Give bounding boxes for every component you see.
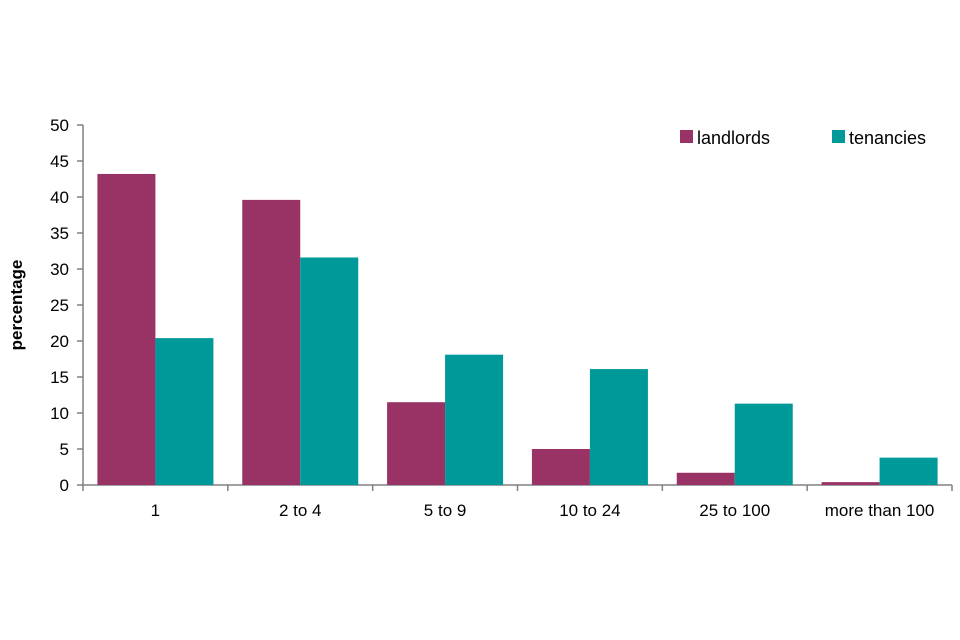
x-tick-label: 10 to 24	[559, 501, 620, 520]
bar-landlords	[676, 472, 735, 485]
y-tick-label: 25	[50, 296, 69, 315]
bar-tenancies	[734, 403, 793, 485]
y-tick-label: 50	[50, 116, 69, 135]
x-tick-label: more than 100	[825, 501, 935, 520]
y-tick-label: 40	[50, 188, 69, 207]
legend-label-landlords: landlords	[697, 128, 770, 148]
x-tick-label: 25 to 100	[699, 501, 770, 520]
bars	[97, 173, 938, 485]
legend-swatch-tenancies	[832, 130, 845, 143]
bar-tenancies	[155, 338, 214, 485]
y-tick-label: 35	[50, 224, 69, 243]
x-tick-label: 5 to 9	[424, 501, 467, 520]
bar-landlords	[242, 199, 301, 485]
y-tick-label: 5	[60, 440, 69, 459]
x-tick-label: 2 to 4	[279, 501, 322, 520]
y-tick-label: 0	[60, 476, 69, 495]
bar-tenancies	[589, 369, 648, 485]
bar-landlords	[387, 402, 446, 485]
y-tick-label: 15	[50, 368, 69, 387]
legend: landlords tenancies	[680, 128, 926, 148]
x-tick-label: 1	[151, 501, 160, 520]
y-axis-title: percentage	[7, 260, 26, 351]
x-axis: 1 2 to 4 5 to 9 10 to 24 25 to 100 more than …	[82, 484, 953, 520]
bar-tenancies	[300, 257, 359, 485]
bar-tenancies	[879, 457, 938, 485]
y-tick-label: 30	[50, 260, 69, 279]
y-axis: 0 5 10 15 20 25 30 35 40 45 50	[50, 116, 84, 495]
bar-tenancies	[445, 354, 504, 485]
legend-swatch-landlords	[680, 130, 693, 143]
bar-landlords	[821, 482, 880, 485]
y-tick-label: 45	[50, 152, 69, 171]
bar-landlords	[531, 449, 590, 485]
y-tick-label: 20	[50, 332, 69, 351]
y-tick-label: 10	[50, 404, 69, 423]
legend-label-tenancies: tenancies	[849, 128, 926, 148]
bar-landlords	[97, 173, 156, 485]
